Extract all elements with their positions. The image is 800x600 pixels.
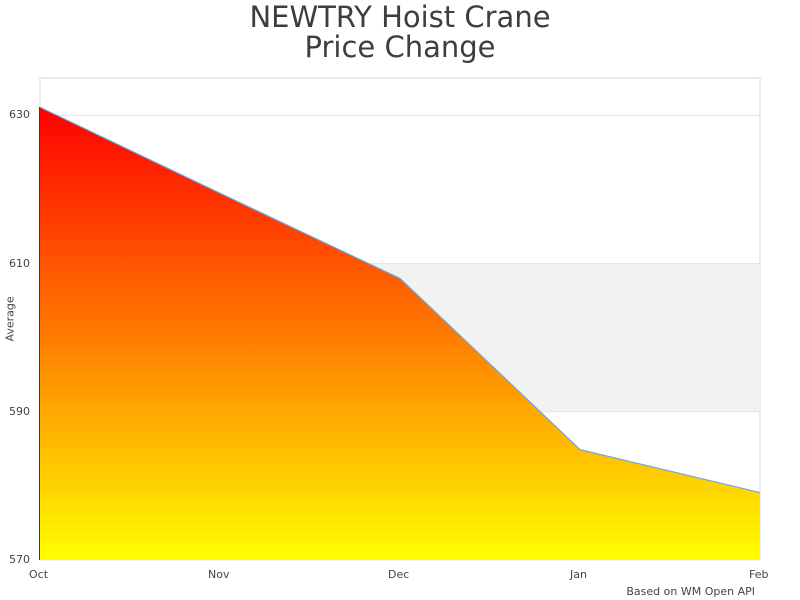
chart-title-line-1: NEWTRY Hoist Crane [249,0,551,34]
x-tick-feb: Feb [749,568,769,581]
x-tick-jan: Jan [570,568,587,581]
y-tick-590: 590 [9,405,30,418]
credit-text: Based on WM Open API [626,585,755,598]
y-tick-630: 630 [9,108,30,121]
y-axis-label: Average [3,296,17,342]
y-tick-570: 570 [9,553,30,566]
x-tick-dec: Dec [388,568,410,581]
chart-title-line-2: Price Change [304,30,496,64]
y-tick-610: 610 [9,257,30,270]
chart-title: NEWTRY Hoist Crane Price Change [0,2,800,62]
x-tick-oct: Oct [29,568,49,581]
x-tick-nov: Nov [208,568,230,581]
series-line [39,106,761,494]
area-series [40,107,760,561]
